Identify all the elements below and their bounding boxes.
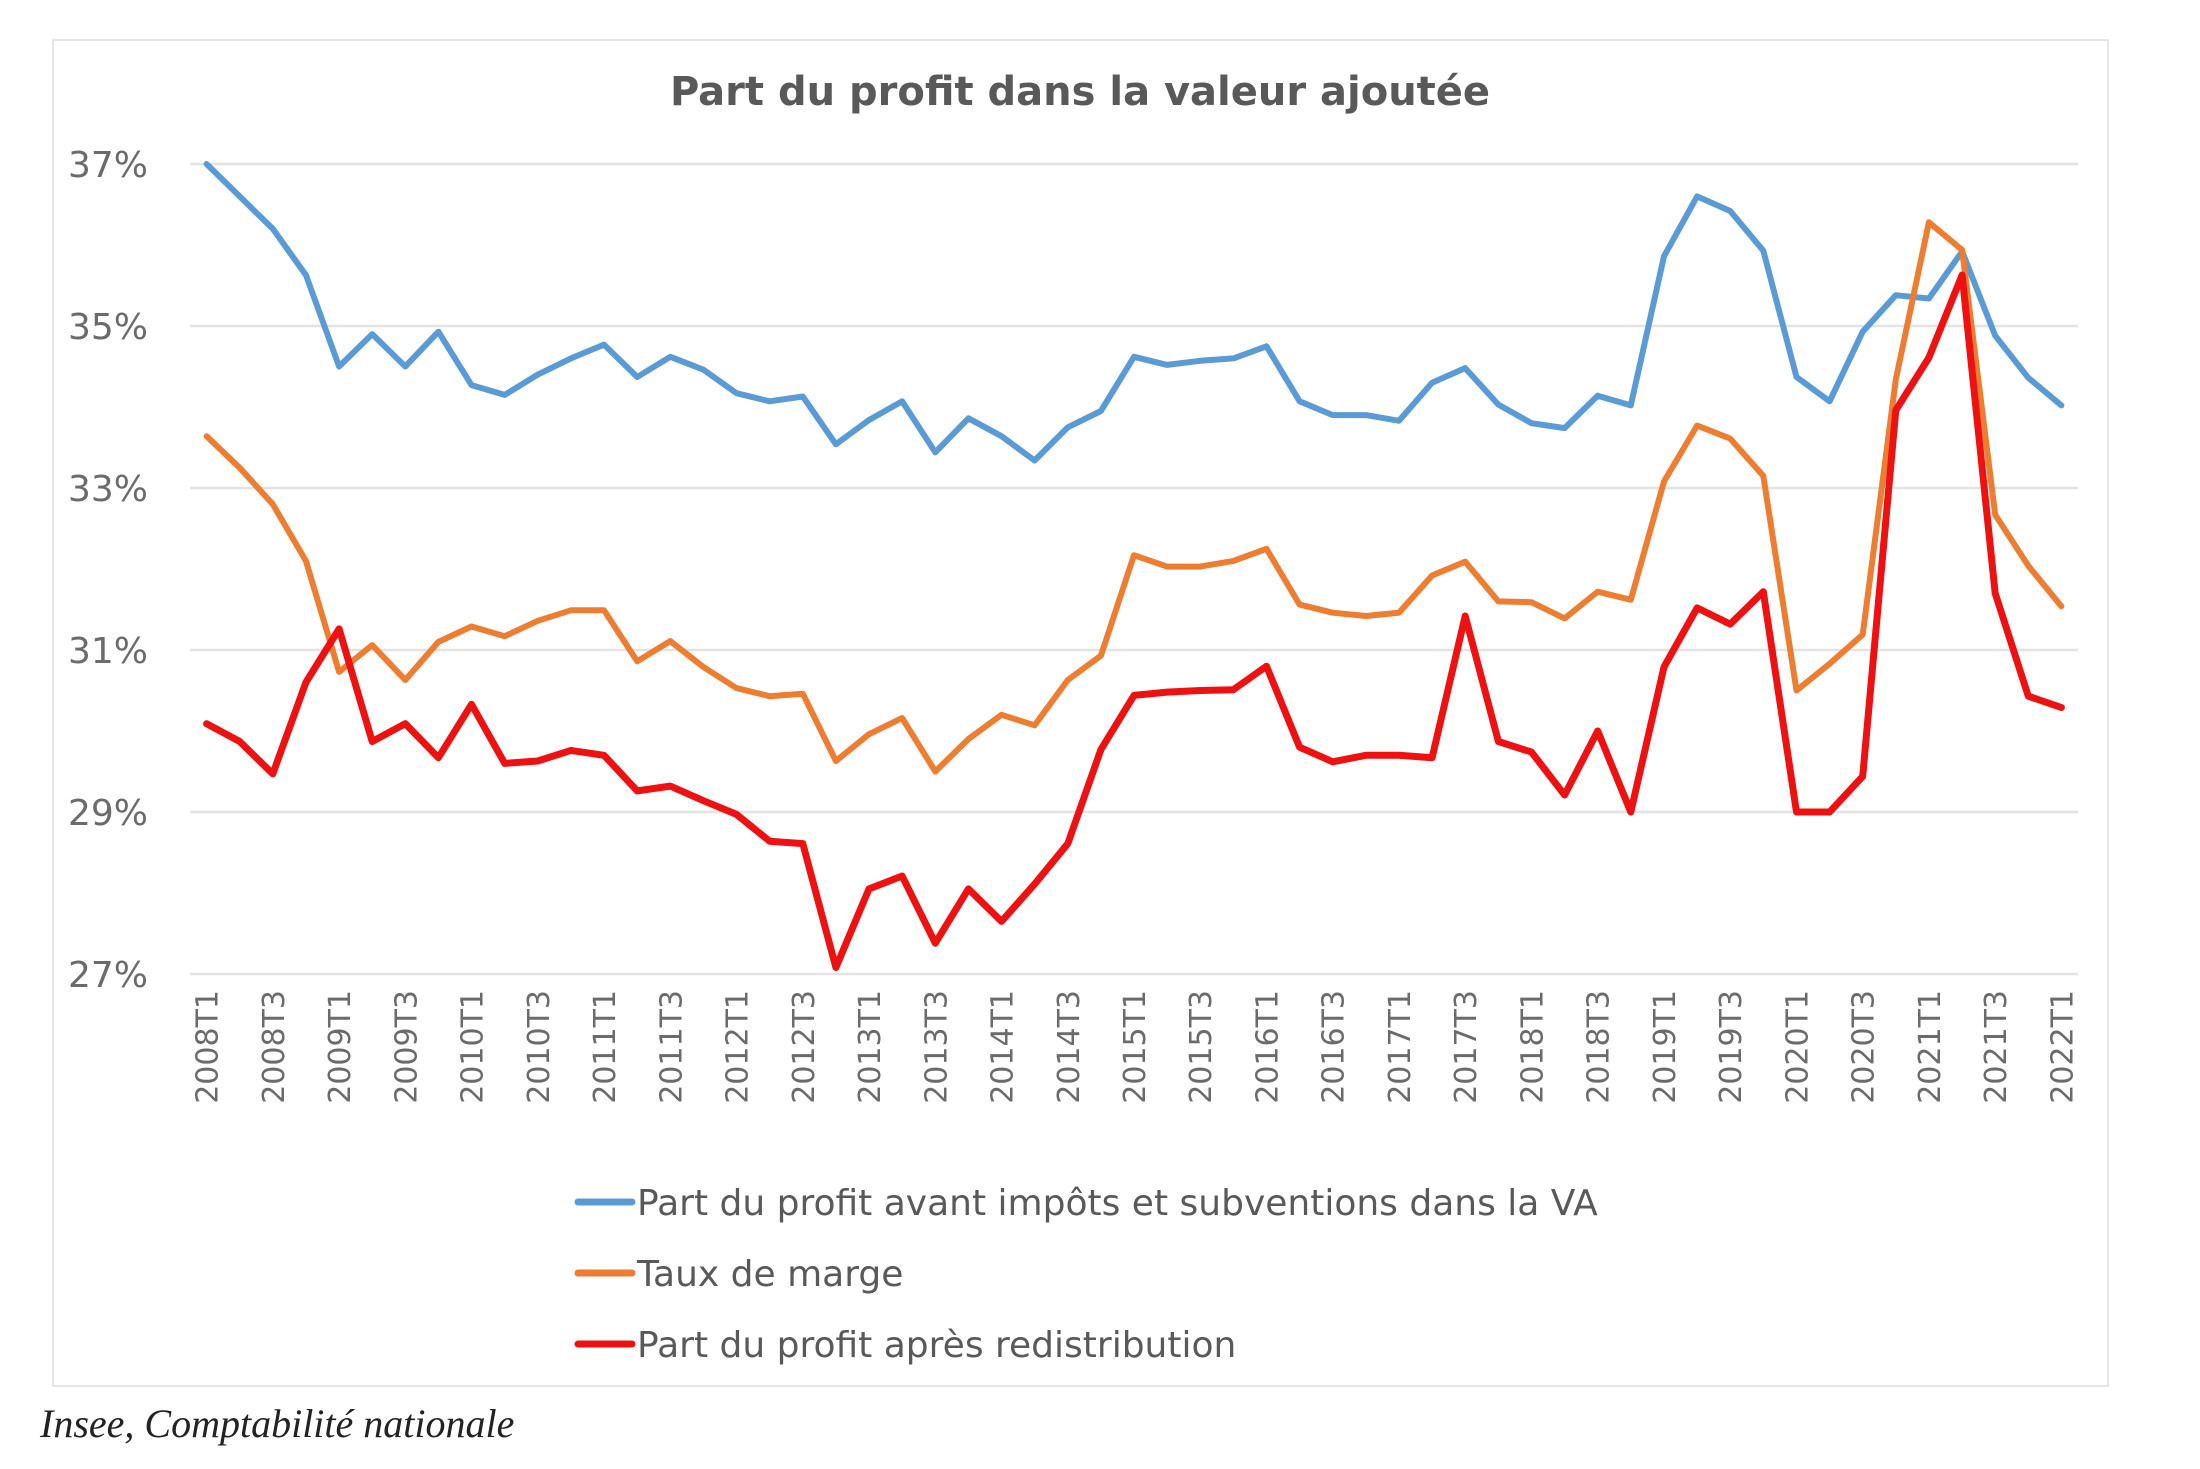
x-tick-label: 2020T3 xyxy=(1847,990,1882,1104)
x-tick-label: 2013T3 xyxy=(919,990,954,1104)
x-tick-label: 2011T3 xyxy=(654,990,689,1104)
x-tick-label: 2020T1 xyxy=(1780,990,1815,1104)
y-tick-label: 27% xyxy=(68,955,148,996)
x-tick-label: 2018T1 xyxy=(1515,990,1550,1104)
x-tick-label: 2012T3 xyxy=(787,990,822,1104)
x-tick-label: 2021T3 xyxy=(1979,990,2014,1104)
legend-label: Taux de marge xyxy=(636,1254,903,1295)
x-tick-label: 2011T1 xyxy=(588,990,623,1104)
x-tick-label: 2013T1 xyxy=(853,990,888,1104)
y-tick-label: 37% xyxy=(68,145,148,186)
x-tick-label: 2010T1 xyxy=(456,990,491,1104)
x-tick-label: 2017T1 xyxy=(1383,990,1418,1104)
y-tick-label: 29% xyxy=(68,793,148,834)
x-tick-label: 2019T3 xyxy=(1714,990,1749,1104)
x-tick-label: 2010T3 xyxy=(522,990,557,1104)
x-tick-label: 2015T3 xyxy=(1184,990,1219,1104)
chart-title: Part du profit dans la valeur ajoutée xyxy=(670,69,1490,115)
y-tick-label: 31% xyxy=(68,631,148,672)
series-lines xyxy=(203,161,2065,971)
legend-label: Part du profit avant impôts et subventio… xyxy=(637,1183,1598,1224)
x-tick-label: 2015T1 xyxy=(1118,990,1153,1104)
x-tick-label: 2018T3 xyxy=(1582,990,1617,1104)
x-tick-label: 2016T3 xyxy=(1317,990,1352,1104)
y-tick-label: 35% xyxy=(68,307,148,348)
x-tick-label: 2014T1 xyxy=(986,990,1021,1104)
legend: Part du profit avant impôts et subventio… xyxy=(574,1183,1598,1366)
y-tick-label: 33% xyxy=(68,469,148,510)
x-tick-label: 2014T3 xyxy=(1052,990,1087,1104)
gridlines xyxy=(190,162,2078,976)
x-tick-label: 2009T1 xyxy=(323,990,358,1104)
x-tick-label: 2012T1 xyxy=(721,990,756,1104)
x-tick-label: 2017T3 xyxy=(1449,990,1484,1104)
y-axis-ticks: 27% 29% 31% 33% 35% 37% xyxy=(68,145,148,996)
x-tick-label: 2019T1 xyxy=(1648,990,1683,1104)
x-tick-label: 2008T3 xyxy=(257,990,292,1104)
x-tick-label: 2021T1 xyxy=(1913,990,1948,1104)
legend-label: Part du profit après redistribution xyxy=(637,1325,1236,1366)
source-note: Insee, Comptabilité nationale xyxy=(40,1401,515,1446)
x-tick-label: 2009T3 xyxy=(389,990,424,1104)
x-tick-label: 2008T1 xyxy=(191,990,226,1104)
x-tick-label: 2022T1 xyxy=(2045,990,2080,1104)
x-axis-ticks: 2008T1 2008T3 2009T1 2009T3 2010T1 2010T3 2011… xyxy=(191,990,2081,1104)
series-line-2 xyxy=(203,219,2065,775)
x-tick-label: 2016T1 xyxy=(1250,990,1285,1104)
series-line-1 xyxy=(203,161,2065,464)
